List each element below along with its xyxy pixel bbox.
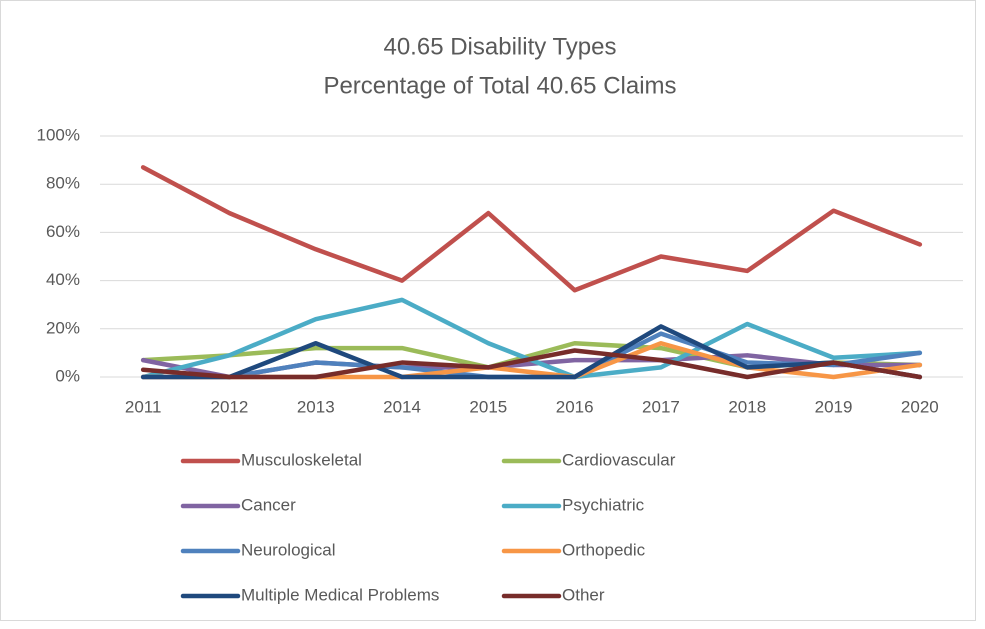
x-tick-label: 2018 — [728, 397, 766, 416]
legend-label: Psychiatric — [562, 495, 645, 514]
chart-title: 40.65 Disability Types — [383, 33, 616, 60]
y-tick-label: 60% — [46, 222, 80, 241]
legend-label: Orthopedic — [562, 540, 646, 559]
x-tick-label: 2012 — [211, 397, 249, 416]
legend-label: Musculoskeletal — [241, 450, 362, 469]
legend-label: Other — [562, 585, 605, 604]
x-tick-label: 2011 — [125, 397, 162, 416]
y-tick-label: 0% — [55, 366, 80, 385]
y-tick-label: 80% — [46, 174, 80, 193]
x-tick-label: 2019 — [815, 397, 853, 416]
series-line — [140, 348, 923, 380]
legend-label: Cardiovascular — [562, 450, 676, 469]
x-tick-label: 2020 — [901, 397, 939, 416]
x-tick-label: 2015 — [469, 397, 507, 416]
legend-label: Cancer — [241, 495, 296, 514]
x-tick-label: 2014 — [383, 397, 421, 416]
chart-border — [0, 0, 976, 621]
legend-label: Multiple Medical Problems — [241, 585, 439, 604]
y-tick-label: 40% — [46, 270, 80, 289]
y-tick-label: 20% — [46, 318, 80, 337]
series-line — [140, 324, 923, 380]
series-line — [140, 165, 923, 293]
y-tick-label: 100% — [37, 125, 80, 144]
x-tick-label: 2013 — [297, 397, 335, 416]
x-tick-label: 2016 — [556, 397, 594, 416]
legend-label: Neurological — [241, 540, 336, 559]
chart-subtitle: Percentage of Total 40.65 Claims — [323, 72, 676, 99]
x-tick-label: 2017 — [642, 397, 680, 416]
